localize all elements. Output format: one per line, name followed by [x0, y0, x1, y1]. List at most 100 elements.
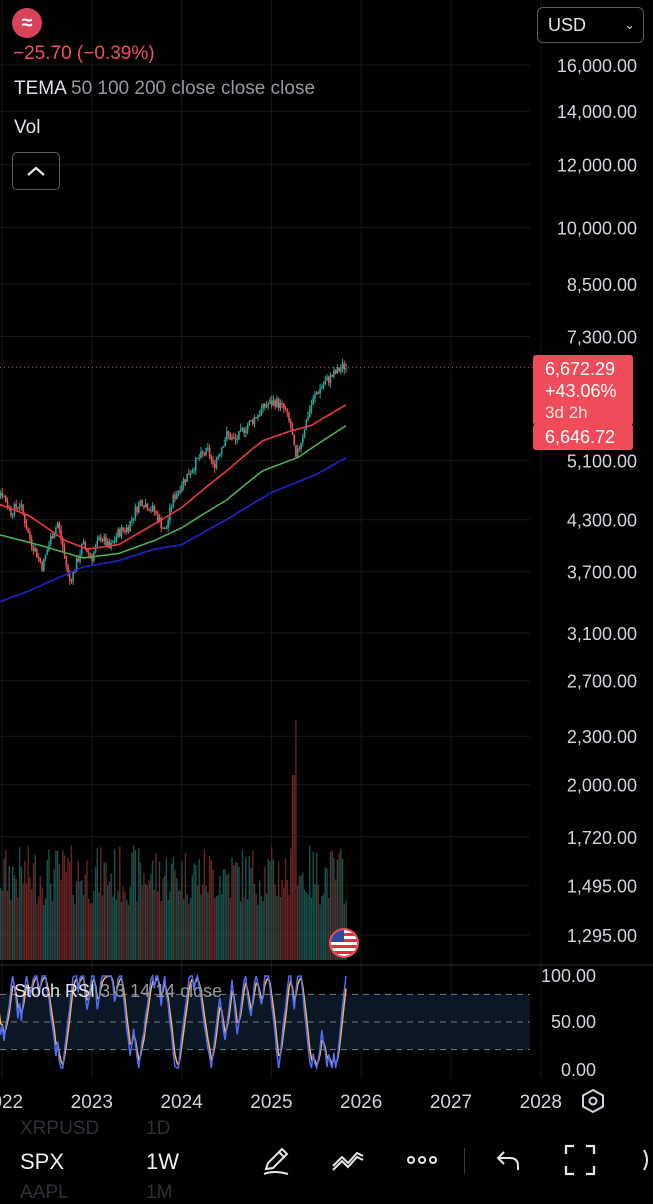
settings-icon[interactable] [580, 1088, 606, 1114]
candle-body [270, 400, 273, 406]
volume-bar [143, 873, 145, 960]
stoch-rsi-name: Stoch RSI [14, 981, 96, 1001]
price-tick-label: 1,720.00 [567, 828, 637, 848]
currency-select[interactable]: USD ⌄ [537, 7, 644, 43]
volume-bar [117, 890, 119, 960]
volume-bar [74, 903, 76, 960]
candle-body [241, 428, 244, 430]
volume-bar [18, 846, 21, 960]
stoch-rsi-legend[interactable]: Stoch RSI 3 3 14 14 close [14, 981, 222, 1002]
volume-bar [169, 891, 171, 960]
candle-body [269, 400, 271, 404]
candle-body [236, 439, 239, 441]
collapse-legend-button[interactable] [12, 152, 60, 190]
volume-bar [264, 866, 266, 960]
more-icon[interactable] [404, 1142, 440, 1178]
symbol-button[interactable]: SPX [20, 1149, 65, 1174]
volume-bar [319, 904, 321, 960]
stoch-d-line [0, 975, 347, 1068]
tema-value-badge: 6,646.72 [533, 424, 633, 450]
volume-bar [41, 887, 43, 960]
volume-bar [158, 861, 161, 960]
candle-body [150, 510, 152, 512]
candle-body [186, 473, 188, 482]
tilde-logo-icon[interactable]: ≈ [12, 8, 42, 38]
candle-body [331, 374, 333, 377]
candle-body [264, 403, 266, 408]
volume-bar [91, 903, 93, 960]
volume-bar [309, 845, 311, 960]
candle-body [65, 555, 68, 566]
next-icon[interactable] [630, 1142, 653, 1178]
volume-bar [165, 857, 168, 960]
candle-body [327, 377, 330, 383]
candle-body [289, 420, 292, 428]
volume-bar [89, 903, 92, 960]
volume-bar [63, 855, 66, 960]
volume-bar [302, 872, 304, 960]
tema-100-line [0, 425, 347, 559]
candle-body [156, 513, 159, 522]
candle-body [112, 541, 114, 544]
candle-body [314, 394, 316, 399]
volume-bar [87, 898, 90, 960]
volume-bar [324, 867, 326, 960]
price-tick-label: 2,700.00 [567, 672, 637, 692]
volume-bar [8, 865, 10, 960]
volume-bar [125, 899, 128, 960]
candle-body [239, 428, 242, 432]
us-flag-icon[interactable] [329, 928, 359, 958]
time-axis[interactable]: 2022 2023 2024 2025 2026 2027 2028 [0, 1092, 562, 1113]
volume-bar [203, 849, 206, 960]
candle-body [3, 496, 5, 498]
candle-body [34, 548, 36, 552]
draw-pen-icon[interactable] [258, 1142, 294, 1178]
candle-body [127, 527, 130, 532]
undo-icon[interactable] [490, 1142, 526, 1178]
volume-legend[interactable]: Vol [14, 117, 41, 138]
volume-bar [151, 860, 154, 960]
volume-bar [157, 891, 159, 960]
candle-body [99, 537, 102, 541]
volume-bar [229, 897, 231, 960]
candle-body [217, 455, 220, 460]
candle-body [336, 367, 339, 374]
candle-body [134, 507, 137, 519]
candle-body [79, 554, 81, 562]
candle-body [329, 374, 332, 383]
candle-body [125, 527, 128, 532]
volume-bar [98, 892, 100, 960]
volume-bar [241, 849, 244, 960]
volume-bar [106, 884, 109, 960]
price-tick-label: 1,495.00 [567, 876, 637, 896]
candle-body [80, 544, 83, 555]
price-tick-label: 3,100.00 [567, 624, 637, 644]
candle-body [68, 572, 71, 581]
volume-bar [260, 896, 263, 960]
volume-bar [267, 859, 269, 960]
volume-bar [148, 880, 150, 960]
price-axis[interactable]: 16,000.00 14,000.00 12,000.00 10,000.00 8,50… [541, 56, 637, 1080]
volume-bar [307, 894, 309, 960]
candle-body [170, 506, 173, 508]
volume-bar [119, 846, 121, 960]
volume-bar [48, 849, 50, 960]
volume-bar [127, 904, 130, 960]
candle-body [198, 457, 201, 459]
price-tick-label: 7,300.00 [567, 328, 637, 348]
volume-bar [214, 898, 216, 960]
fullscreen-icon[interactable] [562, 1142, 598, 1178]
volume-bar [94, 867, 97, 960]
volume-bar [44, 898, 47, 960]
candle-body [131, 519, 133, 522]
candle-body [155, 511, 157, 514]
tema-legend[interactable]: TEMA 50 100 200 close close close [14, 78, 315, 100]
candle-body [96, 540, 99, 547]
volume-bar [326, 868, 328, 960]
interval-button[interactable]: 1W [146, 1149, 179, 1174]
indicators-icon[interactable] [330, 1142, 366, 1178]
volume-bar [293, 775, 295, 960]
volume-bar [20, 866, 23, 960]
candle-body [284, 408, 287, 411]
